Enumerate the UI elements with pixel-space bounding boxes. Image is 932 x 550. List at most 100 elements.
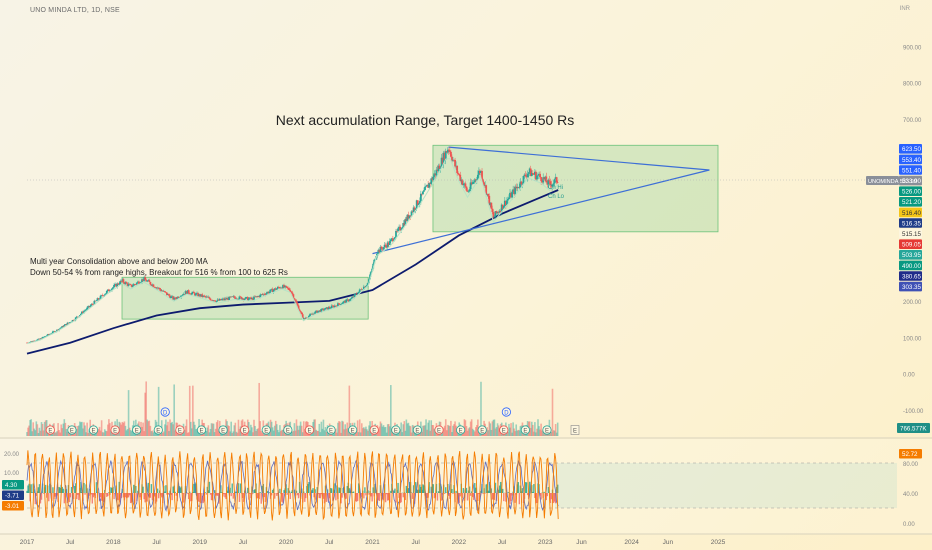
candle-body-505 <box>549 181 552 185</box>
candle-body-503 <box>547 179 550 185</box>
candle-body-63 <box>91 304 94 305</box>
candle-body-388 <box>428 182 431 188</box>
candle-body-499 <box>543 177 546 180</box>
price-badge-10: 503.95 <box>899 250 922 260</box>
osc-hist-bar-375 <box>414 482 417 493</box>
osc-hist-bar-493 <box>537 483 539 493</box>
candle-body-347 <box>385 245 388 248</box>
osc-hist-bar-55 <box>83 482 85 493</box>
osc-hist-bar-213 <box>247 487 249 493</box>
candle-body-137 <box>168 294 170 296</box>
earnings-marker-future-box <box>570 425 580 435</box>
osc-hist-bar-112 <box>142 486 144 493</box>
candle-body-479 <box>522 175 525 184</box>
osc-hist-bar-329 <box>367 490 369 493</box>
candle-body-250 <box>285 285 288 287</box>
candle-body-4 <box>30 341 33 342</box>
candle-body-74 <box>102 295 105 297</box>
volume-bar-54 <box>82 428 84 436</box>
volume-bar-289 <box>325 431 328 436</box>
volume-bar-455 <box>497 425 500 436</box>
candle-body-158 <box>189 294 192 295</box>
candle-body-248 <box>283 285 285 288</box>
candle-body-287 <box>323 309 326 311</box>
volume-bar-494 <box>538 426 540 436</box>
osc-hist-bar-248 <box>283 490 285 493</box>
currency-label: INR <box>899 6 910 12</box>
osc-hist-bar-110 <box>140 493 142 500</box>
candle-body-507 <box>551 184 554 187</box>
time-tick-12: 2023 <box>538 539 553 546</box>
osc-right-badge-bg <box>899 449 922 459</box>
osc-hist-bar-146 <box>177 482 180 493</box>
osc-hist-bar-241 <box>276 493 278 496</box>
osc-hist-bar-355 <box>394 488 396 493</box>
volume-bar-308 <box>345 428 348 436</box>
candle-body-374 <box>413 207 416 210</box>
candle-body-320 <box>357 291 360 295</box>
symbol-tag-bg <box>866 176 899 185</box>
volume-bar-81 <box>110 430 112 436</box>
candle-body-175 <box>207 297 210 298</box>
candle-body-37 <box>64 324 67 326</box>
candle-body-484 <box>527 172 530 174</box>
range-box-1 <box>432 144 719 233</box>
volume-bar-473 <box>516 430 519 436</box>
osc-hist-bar-299 <box>336 485 338 493</box>
volume-bar-11 <box>37 432 40 436</box>
osc-hist-bar-225 <box>259 492 261 493</box>
price-badge-bg-1 <box>899 154 922 165</box>
time-tick-16: 2025 <box>711 539 726 546</box>
earnings-marker-label-1: E <box>70 428 74 434</box>
osc-hist-bar-260 <box>295 490 298 493</box>
osc-hist-bar-393 <box>433 493 436 499</box>
candle-body-70 <box>98 298 101 300</box>
candle-body-39 <box>66 322 69 326</box>
price-badge-4: 526.00 <box>899 186 922 196</box>
earnings-marker-label-9: E <box>243 428 247 434</box>
candle-body-278 <box>314 311 317 315</box>
osc-hist-bar-11 <box>37 487 40 493</box>
osc-hist-bar-0 <box>26 490 28 493</box>
candle-body-365 <box>404 218 407 226</box>
candle-body-56 <box>84 310 86 312</box>
candle-body-315 <box>352 296 355 298</box>
candle-body-372 <box>411 211 414 213</box>
candle-body-369 <box>408 215 411 219</box>
osc-hist-bar-126 <box>156 488 159 493</box>
candle-body-127 <box>157 287 160 289</box>
volume-bar-79 <box>108 419 110 436</box>
volume-bar-114 <box>144 392 146 436</box>
volume-bar-155 <box>186 432 189 436</box>
osc-hist-bar-290 <box>326 489 329 493</box>
volume-bar-183 <box>215 422 218 436</box>
candle-body-401 <box>441 157 444 164</box>
symbol-header: UNO MINDA LTD, 1D, NSE <box>30 7 120 14</box>
osc-hist-bar-330 <box>368 493 370 495</box>
candle-body-452 <box>494 211 497 217</box>
dividend-marker-circle-1 <box>501 407 511 417</box>
candle-body-243 <box>277 287 280 288</box>
candle-body-440 <box>482 179 484 183</box>
candle-body-207 <box>240 297 243 300</box>
volume-bar-154 <box>185 419 188 436</box>
osc-hist-bar-503 <box>547 486 550 493</box>
candle-body-265 <box>300 312 303 315</box>
candle-body-321 <box>358 289 361 292</box>
volume-bar-78 <box>107 424 109 436</box>
candle-body-286 <box>322 308 325 311</box>
osc-hist-bar-485 <box>529 481 531 493</box>
volume-bar-173 <box>205 431 208 436</box>
volume-bar-453 <box>495 427 498 436</box>
osc-hist-bar-196 <box>229 487 231 493</box>
candle-body-201 <box>234 297 237 299</box>
candle-body-185 <box>217 299 220 301</box>
volume-bar-277 <box>313 419 315 436</box>
candle-body-73 <box>101 295 104 296</box>
candle-body-396 <box>436 169 439 171</box>
volume-bar-468 <box>511 432 513 436</box>
candle-body-199 <box>232 296 235 297</box>
annotation-line-2: Down 50-54 % from range highs, Breakout … <box>30 268 288 277</box>
candle-body-260 <box>295 300 298 304</box>
